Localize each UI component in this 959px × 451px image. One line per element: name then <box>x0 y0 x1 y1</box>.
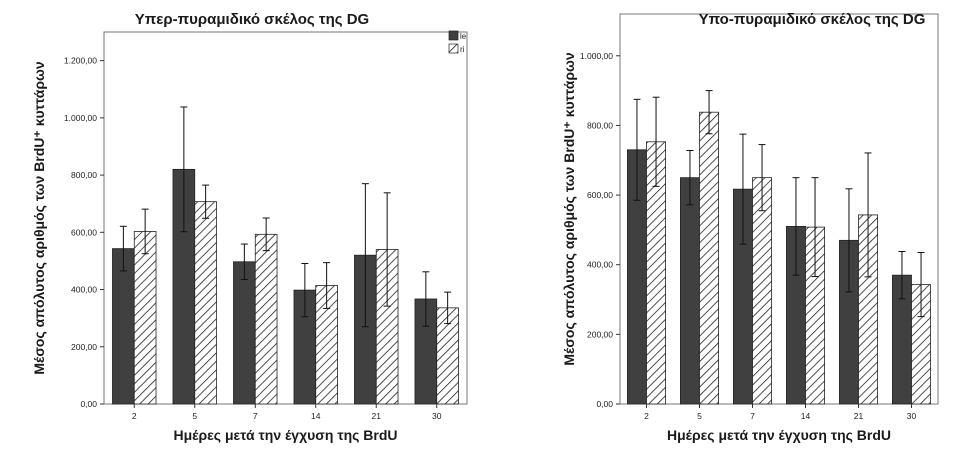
y-axis-label: Μέσος απόλυτος αριθμός των BrdU⁺ κυττάρω… <box>561 52 577 365</box>
chart-1: Υπερ-πυραμιδικό σκέλος της DG 0,00 200,00 4… <box>31 11 468 443</box>
bar <box>112 248 135 405</box>
plot-area <box>103 31 468 405</box>
y-axis-label: Μέσος απόλυτος αριθμός των BrdU⁺ κυττάρω… <box>31 61 47 374</box>
x-tick-label: 14 <box>311 411 321 421</box>
x-axis-label: Ημέρες μετά την έγχυση της BrdU <box>667 427 891 443</box>
y-tick-label: 200,00 <box>587 329 613 339</box>
x-tick-label: 5 <box>192 411 197 421</box>
y-tick-label: 1.000,00 <box>580 51 613 61</box>
y-tick-label: 1.200,00 <box>64 56 97 66</box>
legend-label: ri <box>460 45 465 54</box>
legend-swatch <box>448 30 459 41</box>
x-tick-label: 14 <box>801 411 811 421</box>
chart-title: Υπο-πυραμιδικό σκέλος της DG <box>699 11 926 28</box>
bar <box>133 231 157 405</box>
y-tick-label: 200,00 <box>71 342 97 352</box>
bar <box>752 177 772 405</box>
x-tick-label: 30 <box>432 411 442 421</box>
y-tick-label: 800,00 <box>587 120 613 130</box>
x-tick-label: 7 <box>253 411 258 421</box>
plot-area <box>619 13 939 405</box>
bar <box>254 233 278 405</box>
x-tick-label: 5 <box>697 411 702 421</box>
x-tick-label: 30 <box>907 411 917 421</box>
bar <box>194 201 217 405</box>
chart-2: Υπο-πυραμιδικό σκέλος της DG 0,00 200,00 40… <box>561 11 939 443</box>
legend-label: le <box>460 32 467 41</box>
y-tick-label: 800,00 <box>71 170 97 180</box>
x-tick-label: 7 <box>750 411 755 421</box>
y-tick-label: 0,00 <box>596 399 613 409</box>
bar <box>699 111 719 405</box>
bar <box>233 261 256 405</box>
y-tick-label: 0,00 <box>80 399 97 409</box>
legend: le ri <box>448 30 467 54</box>
bar <box>680 177 700 405</box>
x-tick-label: 21 <box>854 411 864 421</box>
y-tick-label: 600,00 <box>587 190 613 200</box>
x-tick-label: 2 <box>644 411 649 421</box>
chart-title: Υπερ-πυραμιδικό σκέλος της DG <box>135 11 369 28</box>
x-axis-label: Ημέρες μετά την έγχυση της BrdU <box>173 427 397 443</box>
y-tick-label: 1.000,00 <box>64 113 97 123</box>
x-tick-label: 21 <box>372 411 382 421</box>
y-tick-label: 400,00 <box>587 260 613 270</box>
y-tick-label: 600,00 <box>71 227 97 237</box>
legend-swatch <box>448 43 459 54</box>
x-tick-label: 2 <box>132 411 137 421</box>
y-tick-label: 400,00 <box>71 285 97 295</box>
